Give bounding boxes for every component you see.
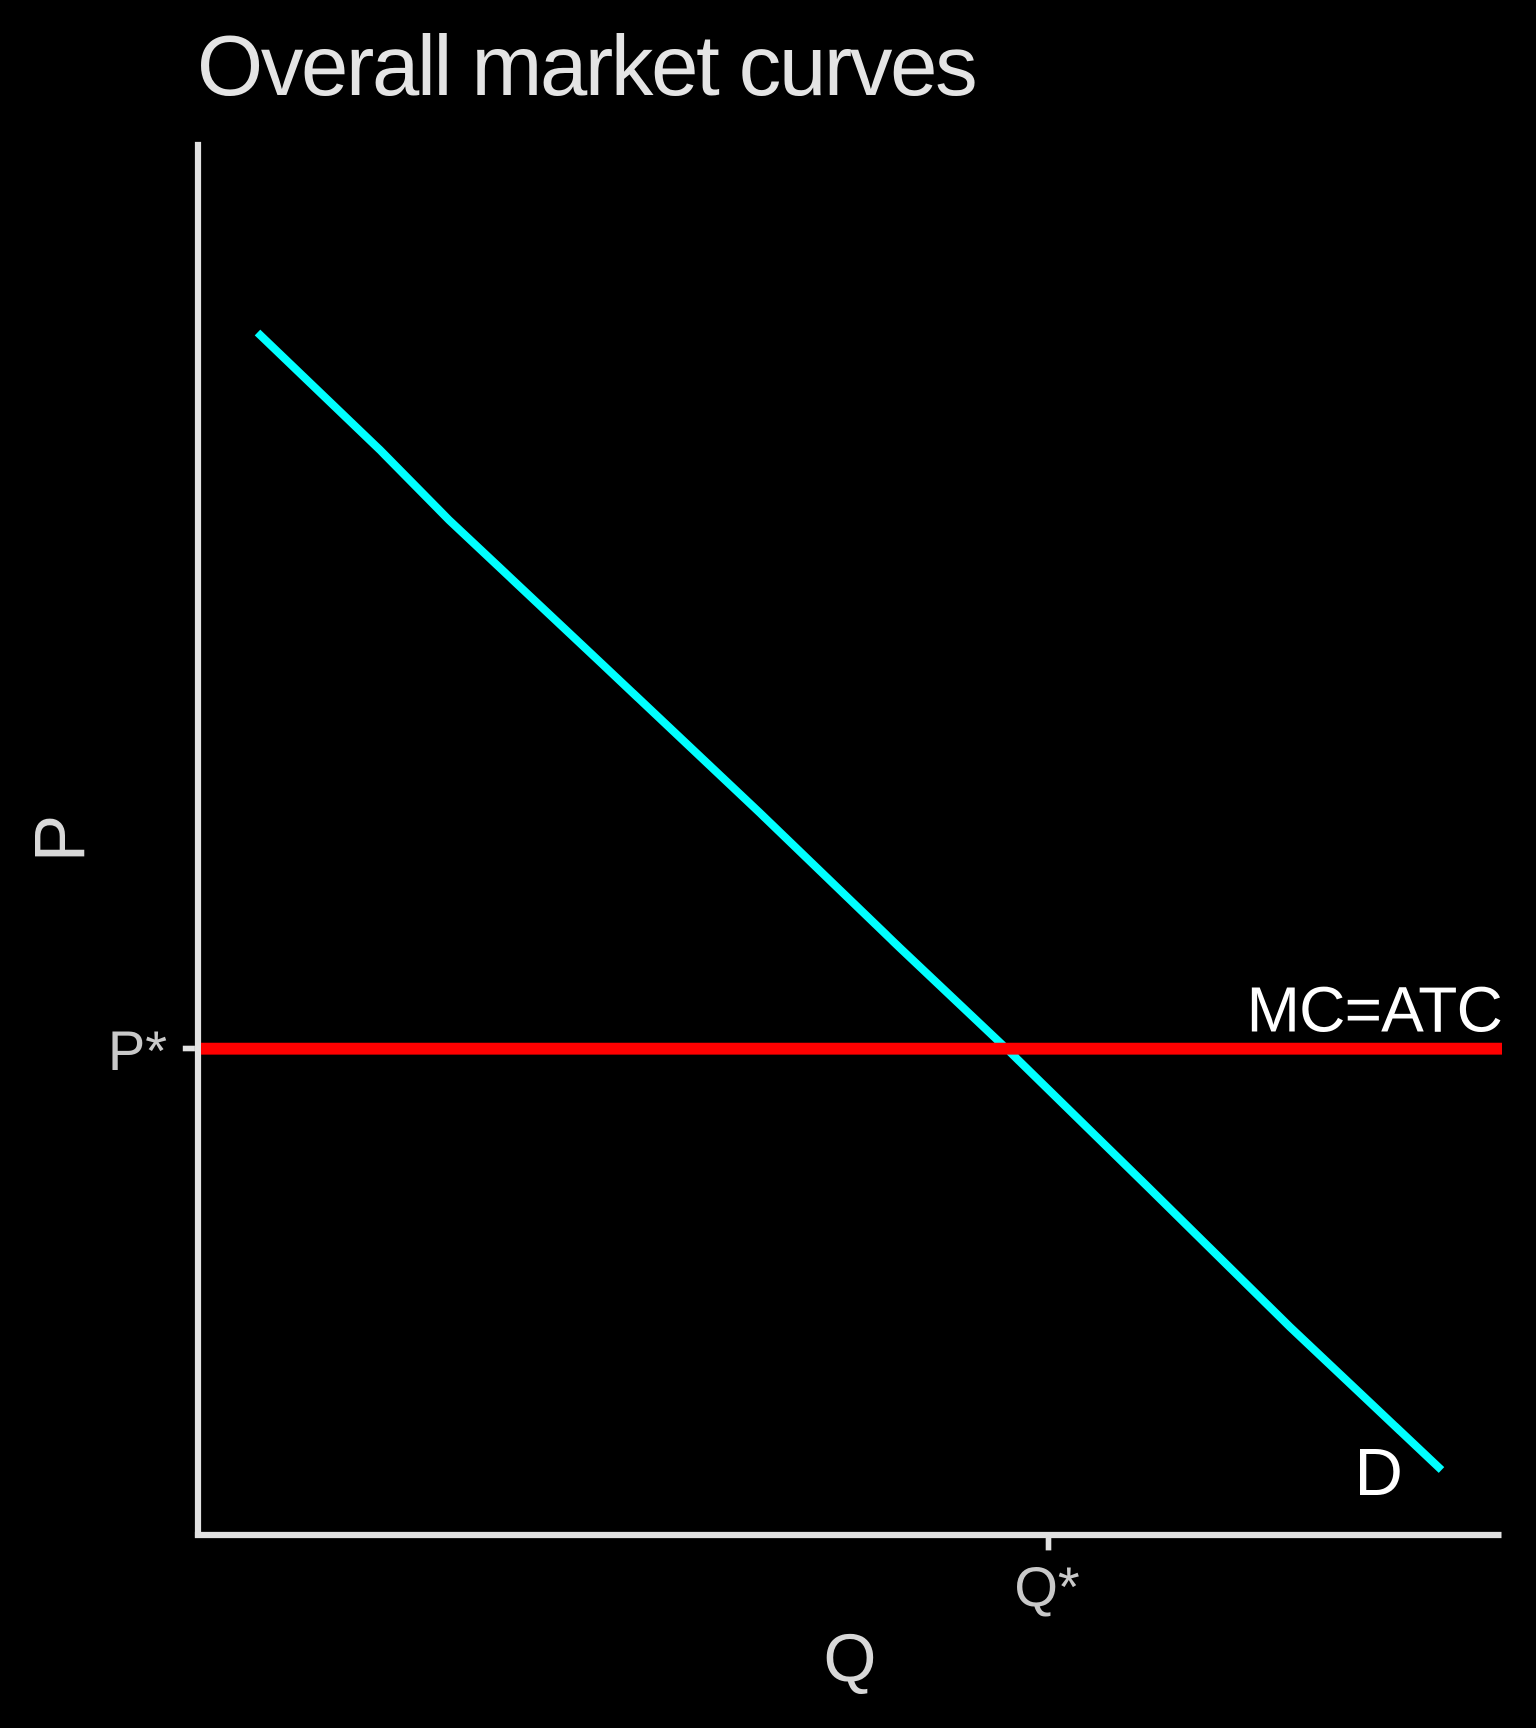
- svg-text:Q*: Q*: [1014, 1555, 1079, 1618]
- svg-text:D: D: [1355, 1435, 1403, 1510]
- svg-text:Overall market curves: Overall market curves: [197, 19, 975, 114]
- svg-text:P: P: [21, 815, 100, 862]
- svg-text:Q: Q: [824, 1620, 877, 1696]
- svg-text:MC=ATC: MC=ATC: [1247, 974, 1502, 1046]
- svg-text:P*: P*: [108, 1019, 167, 1082]
